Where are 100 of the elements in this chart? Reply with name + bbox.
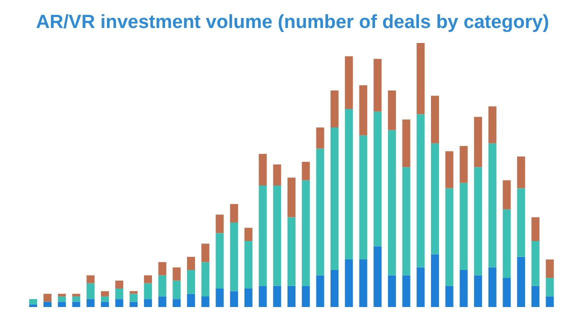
- bar: [230, 222, 238, 292]
- bar: [158, 275, 166, 296]
- bar: [359, 259, 368, 307]
- bar: [44, 294, 52, 302]
- bar: [100, 291, 109, 296]
- bar: [416, 43, 425, 114]
- bar: [230, 291, 238, 307]
- bar: [287, 217, 296, 286]
- bar: [216, 233, 224, 289]
- bar: [460, 182, 468, 270]
- bar: [216, 214, 224, 234]
- bar: [72, 296, 80, 302]
- bar: [72, 302, 80, 307]
- bar: [531, 241, 540, 286]
- bar: [287, 178, 296, 218]
- bar: [302, 286, 310, 307]
- bar: [460, 146, 468, 183]
- bar: [388, 275, 396, 307]
- bar: [460, 270, 468, 307]
- bar: [273, 186, 282, 286]
- bar: [402, 167, 410, 276]
- bar: [502, 209, 511, 278]
- bar: [359, 85, 368, 136]
- bar: [546, 259, 554, 278]
- bar: [172, 267, 181, 281]
- bar: [330, 270, 339, 307]
- bar: [244, 288, 252, 307]
- bar: [258, 154, 267, 186]
- bar: [244, 228, 252, 241]
- bar: [86, 299, 95, 307]
- bar: [359, 135, 368, 260]
- bar: [258, 186, 267, 286]
- bar: [115, 280, 124, 289]
- bar: [316, 275, 324, 307]
- bar: [244, 241, 252, 289]
- bar: [29, 299, 38, 304]
- bar: [388, 130, 396, 276]
- bar: [273, 164, 282, 186]
- bar: [330, 127, 339, 270]
- bar: [115, 299, 124, 307]
- bar: [144, 283, 152, 300]
- bar: [388, 90, 396, 130]
- bar: [216, 288, 224, 307]
- bar: [488, 143, 496, 268]
- bar: [330, 90, 339, 128]
- bar: [144, 275, 152, 284]
- bar: [144, 299, 152, 307]
- bar: [58, 302, 66, 307]
- bar: [130, 302, 138, 307]
- bar: [445, 151, 454, 188]
- bar: [344, 56, 353, 109]
- bar: [517, 256, 526, 307]
- bar: [474, 116, 482, 168]
- bar: [130, 294, 138, 302]
- bar: [344, 259, 353, 307]
- bar: [445, 188, 454, 286]
- bar: [115, 288, 124, 300]
- bar: [86, 275, 95, 284]
- bar: [58, 296, 66, 302]
- bar: [531, 286, 540, 307]
- bar: [430, 254, 439, 307]
- bar: [130, 291, 138, 294]
- bar: [201, 296, 210, 307]
- bar: [488, 106, 496, 144]
- bar: [187, 270, 196, 294]
- bar: [374, 58, 382, 112]
- bar: [100, 302, 109, 307]
- bar: [402, 275, 410, 307]
- bar: [72, 294, 80, 296]
- bar: [302, 162, 310, 180]
- bar: [374, 246, 382, 307]
- bar: [502, 180, 511, 210]
- bar: [302, 180, 310, 286]
- bar: [416, 267, 425, 307]
- bar: [230, 204, 238, 223]
- bar: [86, 283, 95, 300]
- bar: [100, 296, 109, 302]
- bar: [430, 96, 439, 144]
- bar: [546, 296, 554, 307]
- bar: [517, 156, 526, 188]
- bar: [488, 267, 496, 307]
- bar: [445, 286, 454, 307]
- bar: [172, 299, 181, 307]
- bar: [316, 127, 324, 149]
- bar: [430, 143, 439, 254]
- bar: [374, 112, 382, 246]
- bar: [546, 278, 554, 296]
- bar: [517, 188, 526, 257]
- bar: [316, 148, 324, 276]
- bar: [474, 167, 482, 276]
- bar: [502, 278, 511, 307]
- bar: [273, 286, 282, 307]
- bar: [172, 280, 181, 300]
- bar: [201, 244, 210, 262]
- bar: [344, 109, 353, 260]
- bar: [158, 296, 166, 307]
- bar: [201, 262, 210, 296]
- bar: [187, 256, 196, 270]
- bar: [258, 286, 267, 307]
- bar: [58, 294, 66, 296]
